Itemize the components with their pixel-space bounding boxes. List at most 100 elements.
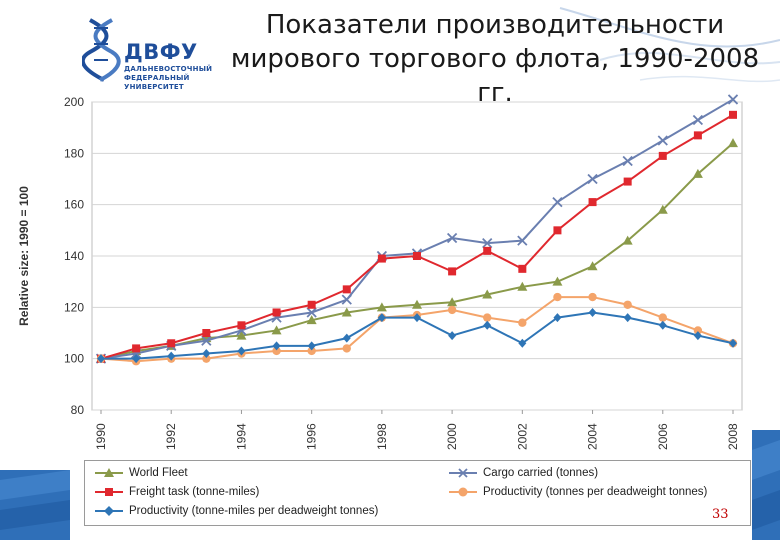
legend-marker-diamond-icon [95,506,123,516]
data-point [692,114,704,126]
data-point [202,349,211,359]
data-point [377,254,386,263]
data-point [167,351,176,361]
logo-name: ДВФУ [124,40,198,64]
y-tick-label: 180 [64,146,84,160]
data-point [587,261,598,271]
logo-subtitle-2: ФЕДЕРАЛЬНЫЙ [124,74,190,82]
data-point [518,264,527,273]
data-point [97,354,105,364]
data-point [692,168,703,178]
legend-marker-x-icon [449,468,477,478]
data-point [237,321,246,330]
data-point [202,354,211,363]
data-point [588,292,597,302]
x-tick-label: 1990 [94,423,108,450]
data-point [623,177,632,186]
data-point [341,294,352,305]
data-point [201,335,212,346]
legend-label: World Fleet [129,467,188,479]
data-point [412,299,422,309]
data-point [132,354,141,364]
y-tick-label: 120 [64,300,84,314]
data-point [167,339,176,348]
data-point [447,305,457,315]
data-point [693,131,702,140]
data-point [483,246,492,255]
chart-legend: World Fleet Freight task (tonne-miles) P… [84,460,751,526]
data-point [307,300,316,309]
data-point [728,138,738,148]
data-point [658,151,667,160]
data-point [413,252,421,260]
data-point [693,331,702,341]
page-number: 33 [712,507,729,522]
data-point [622,235,633,245]
data-point [448,267,457,276]
data-point [658,313,667,322]
data-point [588,307,597,317]
x-tick-label: 2002 [515,423,529,450]
data-point [727,94,739,105]
data-point [657,204,668,214]
legend-label: Productivity (tonnes per deadweight tonn… [483,486,708,498]
data-point [693,326,703,335]
legend-marker-triangle-icon [95,468,123,477]
data-point [553,313,562,323]
legend-marker-square-icon [95,488,123,496]
data-point [623,300,632,309]
data-point [729,338,737,348]
logo-subtitle-3: УНИВЕРСИТЕТ [124,83,184,91]
data-point [552,196,563,208]
data-point [237,346,246,356]
data-point [446,232,458,244]
data-point [132,344,141,353]
data-point [518,318,527,327]
data-point [657,135,668,146]
data-point [413,313,421,323]
legend-label: Freight task (tonne-miles) [129,486,260,498]
data-point [236,330,247,340]
data-point [448,331,457,341]
data-point [587,173,598,185]
data-point [623,313,632,323]
x-tick-label: 2004 [586,423,600,450]
data-point [552,276,563,286]
legend-marker-circle-icon [449,487,477,497]
data-point [307,346,316,356]
data-point [658,320,667,330]
y-tick-label: 80 [71,403,85,417]
data-point [517,281,528,291]
data-point [202,329,211,337]
corner-decoration-left [0,470,70,540]
dna-helix-logo-icon [82,18,121,82]
data-point [482,238,493,249]
data-point [377,313,386,323]
x-tick-label: 1996 [305,423,319,450]
corner-decoration-right [752,430,780,540]
dvfu-logo: ДВФУ ДАЛЬНЕВОСТОЧНЫЙ ФЕДЕРАЛЬНЫЙ УНИВЕРС… [82,18,222,91]
data-point [376,302,387,312]
x-tick-label: 2006 [656,423,670,450]
data-point [517,235,528,246]
data-point [271,325,282,335]
y-tick-label: 200 [64,95,84,109]
data-point [342,333,351,343]
y-tick-label: 160 [64,198,84,212]
data-point [588,198,597,207]
data-point [272,346,281,356]
data-point [272,341,281,351]
legend-label: Cargo carried (tonnes) [483,467,599,479]
slide-header: ДВФУ ДАЛЬНЕВОСТОЧНЫЙ ФЕДЕРАЛЬНЫЙ УНИВЕРС… [0,0,780,108]
y-tick-label: 100 [64,352,84,366]
x-tick-label: 1992 [164,423,178,450]
x-tick-label: 1994 [234,423,248,450]
data-point [342,344,351,353]
x-tick-label: 2000 [445,423,459,450]
legend-label: Productivity (tonne-miles per deadweight… [129,505,379,517]
data-point [342,285,351,294]
y-tick-label: 140 [64,249,84,263]
data-point [341,307,352,317]
data-point [307,341,316,351]
